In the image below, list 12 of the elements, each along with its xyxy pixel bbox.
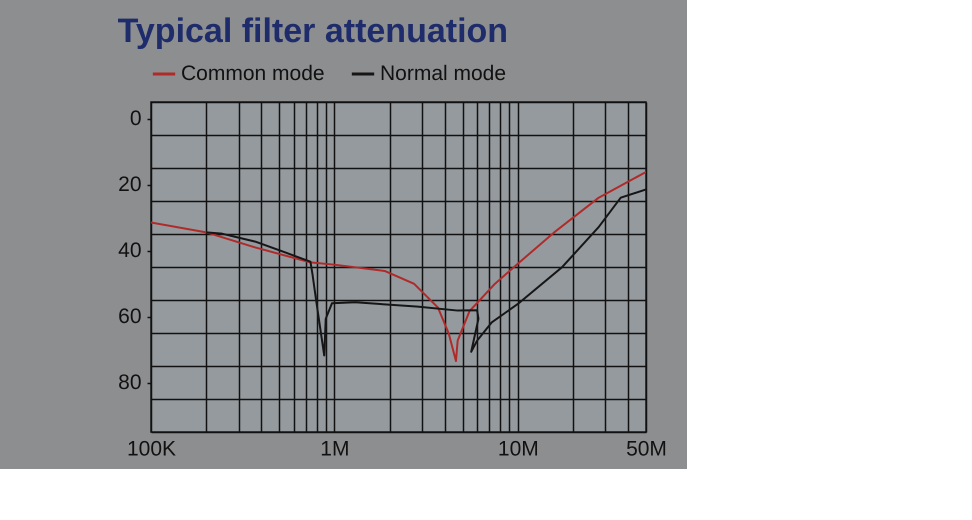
x-tick-label: 50M (626, 438, 667, 460)
y-tick-label: 80 (118, 371, 142, 394)
y-tick-label: 20 (118, 173, 142, 196)
x-tick-label: 1M (320, 438, 350, 460)
y-tick-label: 60 (118, 305, 142, 328)
x-tick-label: 100K (126, 438, 176, 460)
x-tick-label: 10M (498, 438, 539, 460)
legend-label: Common mode (181, 62, 325, 85)
legend-label: Normal mode (380, 62, 506, 85)
chart-title: Typical filter attenuation (118, 12, 508, 50)
y-tick-label: 40 (118, 239, 142, 262)
y-tick-label: 0 (130, 107, 142, 130)
